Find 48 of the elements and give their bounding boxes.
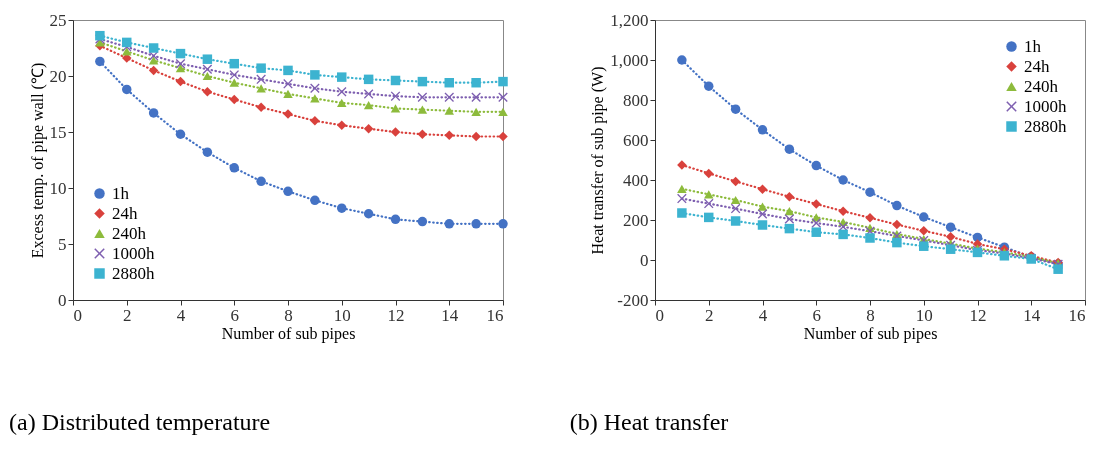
y-tick-label: 1,200	[610, 10, 649, 30]
x-tick-label: 16	[1068, 305, 1086, 325]
y-tick-label: 200	[623, 210, 649, 230]
x-axis-title: Number of sub pipes	[221, 324, 356, 343]
y-tick-label: 20	[49, 66, 67, 86]
x-tick-label: 0	[655, 305, 664, 325]
x-tick-label: 14	[1023, 305, 1041, 325]
y-tick-label: 5	[58, 234, 67, 254]
x-tick-label: 8	[866, 305, 875, 325]
x-tick-label: 0	[73, 305, 82, 325]
y-tick-label: 0	[58, 290, 67, 310]
legend-label: 1000h	[112, 243, 155, 263]
legend-label: 240h	[112, 223, 147, 243]
y-tick-label: 10	[49, 178, 67, 198]
x-tick-label: 10	[915, 305, 933, 325]
x-tick-label: 10	[333, 305, 351, 325]
y-tick-label: 800	[623, 90, 649, 110]
y-tick-label: -200	[617, 290, 649, 310]
x-tick-label: 6	[230, 305, 239, 325]
x-tick-label: 4	[758, 305, 768, 325]
text: (b) Heat transfer	[569, 409, 729, 435]
legend-label: 240h	[1024, 76, 1059, 96]
x-tick-label: 6	[812, 305, 821, 325]
legend-label: 1h	[112, 183, 130, 203]
legend-label: 24h	[112, 203, 138, 223]
x-tick-label: 8	[284, 305, 293, 325]
x-tick-label: 2	[123, 305, 132, 325]
x-tick-label: 4	[176, 305, 186, 325]
legend-label: 1000h	[1024, 96, 1067, 116]
y-tick-label: 400	[623, 170, 649, 190]
y-tick-label: 15	[49, 122, 67, 142]
y-tick-label: 1,000	[610, 50, 649, 70]
legend-label: 2880h	[112, 263, 155, 283]
y-axis-title: Heat transfer of sub pipe (W)	[589, 66, 608, 255]
y-axis-title: Excess temp. of pipe wall (℃)	[28, 62, 47, 259]
x-tick-label: 12	[969, 305, 987, 325]
y-tick-label: 600	[623, 130, 649, 150]
legend-label: 24h	[1024, 56, 1050, 76]
x-tick-label: 2	[705, 305, 714, 325]
x-tick-label: 16	[486, 305, 504, 325]
y-tick-label: 0	[640, 250, 649, 270]
x-tick-label: 14	[441, 305, 459, 325]
legend-label: 2880h	[1024, 116, 1067, 136]
y-tick-label: 25	[49, 10, 67, 30]
legend-label: 1h	[1024, 36, 1042, 56]
x-axis-title: Number of sub pipes	[803, 324, 938, 343]
text: (a) Distributed temperature	[9, 409, 271, 435]
x-tick-label: 12	[387, 305, 405, 325]
